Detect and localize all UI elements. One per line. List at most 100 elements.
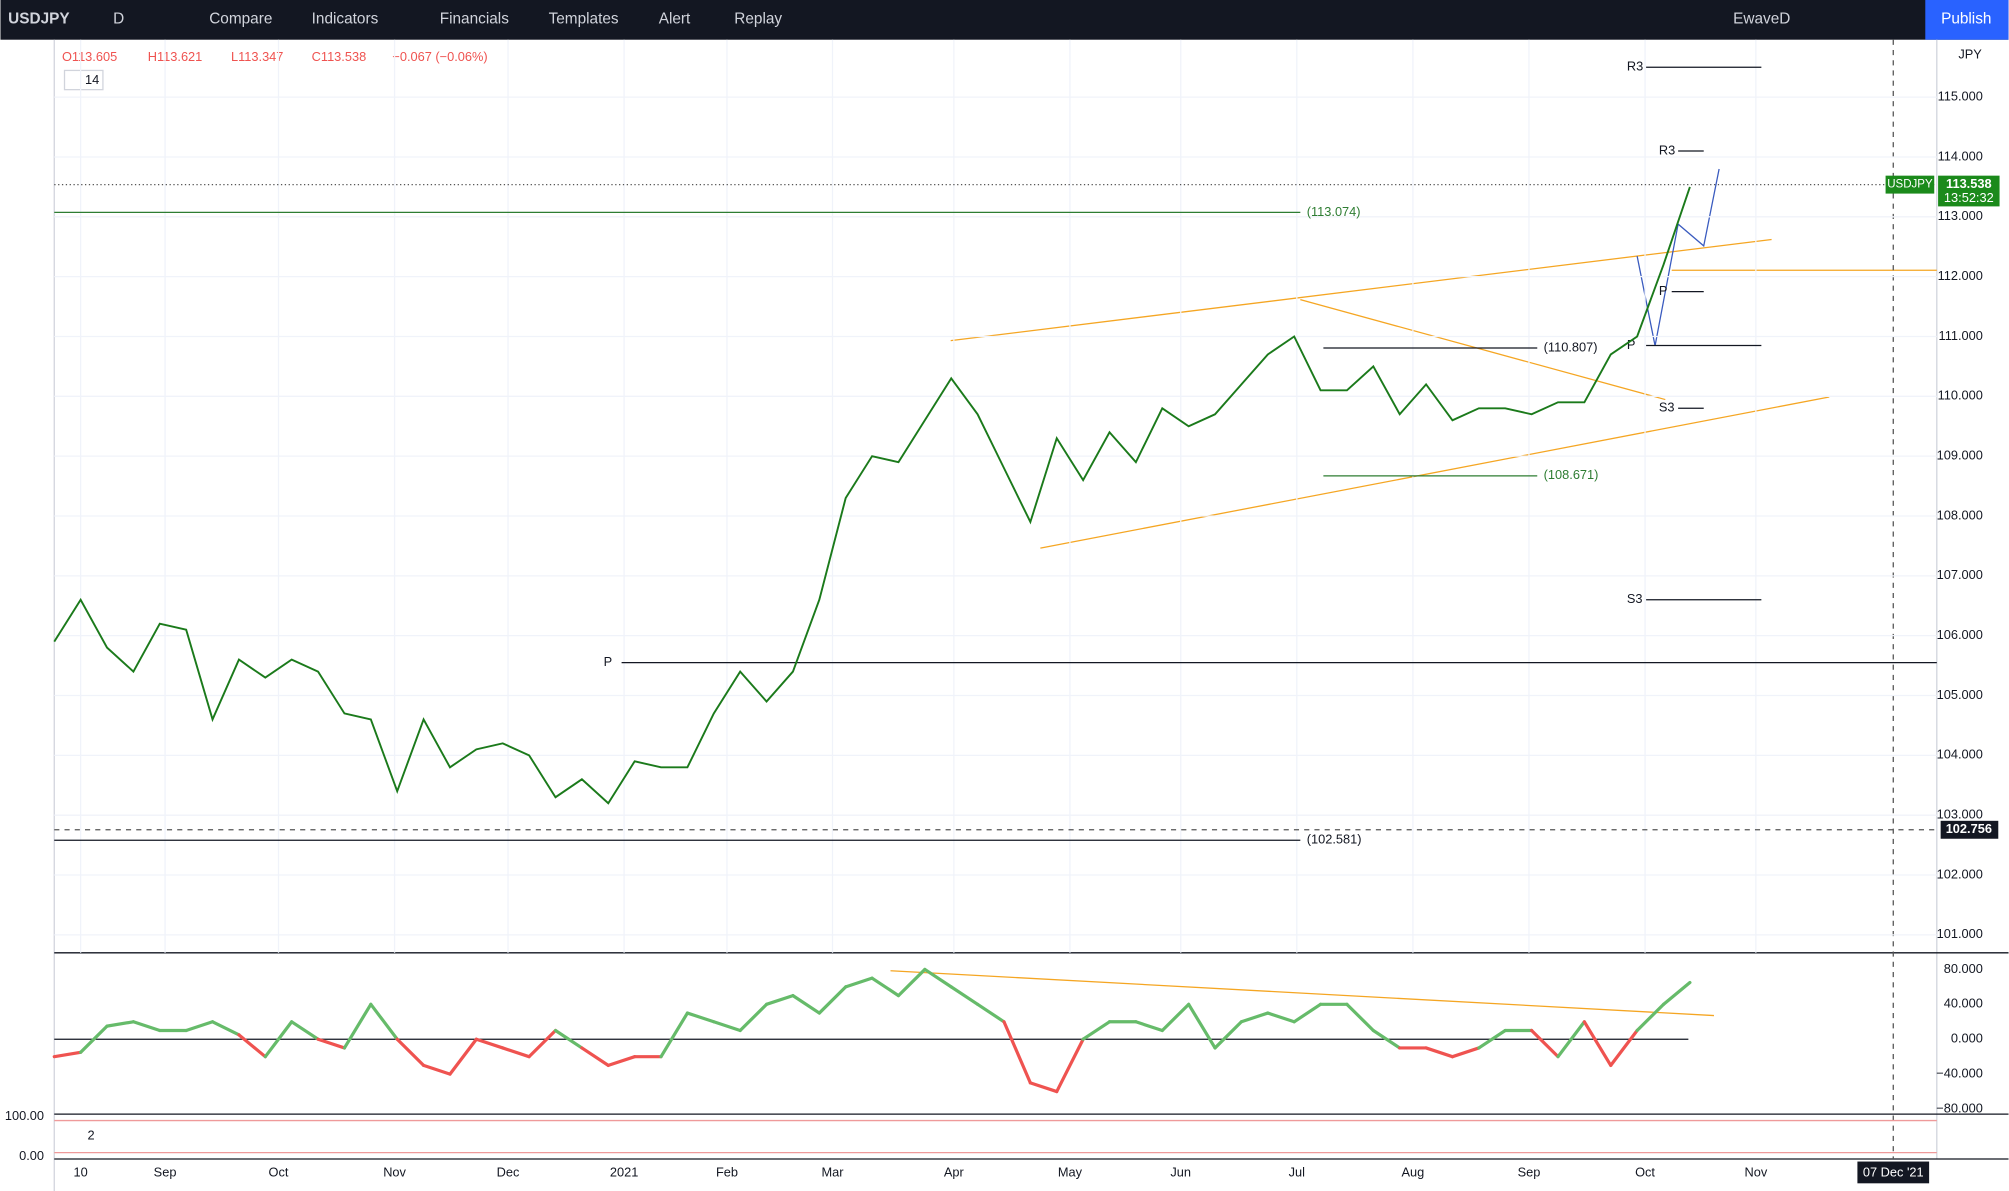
y-tick-label: 103.000 [1937,807,1983,822]
toolbar-bg [0,0,2009,40]
osc-segment [685,1011,716,1024]
osc-segment [1292,1002,1323,1024]
y-tick-label: 101.000 [1937,926,1983,941]
publish-bg[interactable] [1925,0,2009,40]
ohlc: O113.605 [62,49,117,64]
symbol-tag: USDJPY [1887,179,1933,191]
trend-line [1300,299,1666,401]
pivot-label: S3 [1627,591,1643,606]
crosshair-price-bg [1940,820,1999,839]
interval[interactable]: D [113,10,124,27]
osc-segment [712,1020,742,1033]
osc-segment [210,1020,241,1037]
osc-segment [949,985,980,1006]
x-tick-label: Nov [383,1164,406,1179]
osc-segment [1266,1011,1296,1024]
osc-segment [1556,1020,1586,1059]
osc-segment [184,1020,215,1033]
toolbar: USDJPY D Compare Indicators Financials T… [0,0,2009,40]
osc-segment [870,976,901,998]
crosshair-price: 102.756 [1946,821,1992,836]
osc-segment [1450,1046,1481,1059]
osc-segment [1424,1046,1455,1059]
osc-segment [1213,1020,1244,1050]
osc-segment [1239,1011,1270,1024]
indicator-count[interactable]: 14 [85,72,99,87]
osc-segment [369,1002,399,1041]
osc-tick-label: 80.000 [1944,961,1983,976]
pivot-label: S3 [1659,400,1675,415]
trend-line [890,970,1715,1017]
crosshair-date: 07 Dec '21 [1863,1164,1924,1179]
osc-segment [1635,1002,1666,1033]
osc-segment [1187,1002,1217,1050]
publish-button[interactable]: Publish [1941,10,1991,27]
osc-segment [606,1055,637,1067]
x-tick-label: Dec [497,1164,520,1179]
osc-segment [79,1024,109,1054]
pivot-label: P [1627,337,1636,352]
currency[interactable]: JPY [1958,46,1982,61]
ohlc: −0.067 (−0.06%) [392,49,487,64]
toolbar-button[interactable]: Financials [440,10,509,27]
osc-segment [1582,1020,1613,1067]
osc-segment [1160,1002,1191,1033]
osc-segment [791,994,821,1015]
toolbar-button[interactable]: Indicators [312,10,379,27]
osc-segment [659,1011,690,1059]
osc-segment [421,1063,452,1076]
osc-segment [474,1037,505,1050]
x-tick-label: Feb [716,1164,738,1179]
osc-segment [1081,1020,1112,1041]
y-tick-label: 112.000 [1938,268,1983,283]
x-tick-label: Mar [821,1164,844,1179]
osc-segment [105,1020,136,1028]
toolbar-button[interactable]: Alert [659,10,691,27]
osc-segment [316,1037,347,1050]
y-tick-label: 115.000 [1938,89,1983,104]
y-tick-label: 105.000 [1937,687,1983,702]
toolbar-button[interactable]: Templates [549,10,619,27]
osc-tick-label: 0.000 [1951,1031,1983,1046]
y-tick-label: 109.000 [1937,448,1983,463]
stoch-tick-label: 0.00 [19,1148,44,1163]
osc-segment [738,1002,769,1033]
osc-segment [527,1028,558,1059]
layout-name[interactable]: EwaveD [1733,10,1790,27]
osc-tick-label: −80.000 [1936,1100,1983,1115]
osc-segment [1477,1028,1507,1050]
toolbar-button[interactable]: Replay [734,10,782,27]
osc-segment [553,1028,584,1050]
osc-segment [1055,1037,1085,1094]
osc-tick-label: −40.000 [1936,1065,1983,1080]
osc-segment [395,1037,426,1067]
x-tick-label: Oct [269,1164,289,1179]
osc-segment [1028,1081,1059,1094]
x-tick-label: May [1058,1164,1083,1179]
x-tick-label: 2021 [610,1164,638,1179]
y-tick-label: 107.000 [1937,567,1983,582]
osc-segment [580,1046,610,1067]
toolbar-button[interactable]: Compare [209,10,272,27]
stoch-tick-label: 100.00 [5,1108,44,1123]
osc-segment [1002,1020,1032,1085]
osc-segment [817,985,848,1015]
x-tick-label: Sep [1518,1164,1541,1179]
osc-segment [237,1033,267,1059]
osc-segment [131,1020,162,1033]
y-tick-label: 113.000 [1938,208,1983,223]
last-price: 113.538 [1946,176,1992,191]
stoch-count: 2 [88,1127,95,1142]
trend-line [1040,396,1830,549]
osc-segment [976,1002,1006,1024]
x-tick-label: Jun [1170,1164,1191,1179]
x-tick-label: Oct [1635,1164,1655,1179]
x-tick-label: 10 [74,1164,88,1179]
osc-segment [290,1020,320,1041]
symbol[interactable]: USDJPY [8,10,69,27]
osc-segment [52,1050,83,1059]
indicator-toggle[interactable] [63,69,104,91]
pivot-label: P [1659,283,1668,298]
